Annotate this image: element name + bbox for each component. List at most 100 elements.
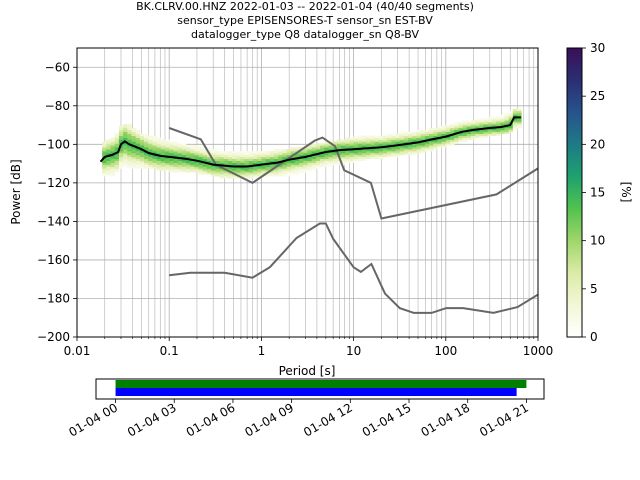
psd-cell [282,149,287,152]
psd-cell [332,151,338,154]
psd-cell [437,133,443,136]
psd-cell [169,141,174,144]
psd-cell [433,141,438,144]
psd-cell [190,166,195,169]
psd-cell [118,139,124,142]
psd-cell [491,133,497,136]
psd-cell [123,164,128,167]
psd-cell [244,176,250,179]
psd-cell [454,124,459,127]
psd-cell [194,166,199,169]
psd-cell [152,156,158,160]
psd-cell [412,151,417,154]
psd-cell [370,141,375,144]
colorbar-ticks: 0 5 10 15 20 25 30 [582,41,605,344]
psd-cell [387,154,392,158]
psd-cell [370,156,375,160]
psd-cell [500,118,505,121]
psd-cell [466,131,472,135]
psd-cell [202,172,208,175]
psd-cell [378,139,384,142]
psd-cell [215,151,220,154]
psd-cell [349,139,354,142]
psd-cell [449,124,455,127]
psd-cell [395,145,401,148]
psd-cell [487,124,493,127]
psd-cell [215,168,220,171]
psd-cell [211,172,216,175]
colorbar-tick-label: 0 [590,330,598,344]
psd-cell [185,154,191,158]
psd-cell [366,156,371,160]
psd-cell [194,160,199,163]
psd-cell [420,133,426,136]
psd-cell [361,145,367,148]
psd-cell [223,154,229,158]
psd-cell [328,160,334,163]
psd-cell [177,153,183,156]
psd-cell [320,158,325,162]
psd-cell [441,143,447,146]
psd-cell [240,151,246,154]
psd-cell [290,156,296,160]
psd-cell [487,118,493,121]
psd-cell [148,154,153,158]
psd-cell [349,151,354,154]
psd-cell [320,154,325,158]
y-tick-label: −80 [45,99,70,113]
psd-cell [232,170,237,173]
psd-cell [169,149,174,152]
psd-cell [441,133,447,136]
psd-cell [345,153,350,156]
psd-cell [307,164,313,167]
psd-cell [512,126,518,129]
psd-cell [307,156,313,160]
psd-cell [315,162,321,165]
psd-cell [165,147,170,150]
psd-cell [131,156,137,160]
psd-cell [282,156,287,160]
psd-cell [118,141,124,144]
psd-cell [504,116,510,119]
psd-cell [173,143,178,146]
psd-cell [370,153,375,156]
psd-cell [135,149,141,152]
psd-cell [211,166,216,169]
psd-cell [219,170,225,173]
psd-cell [395,141,401,144]
psd-cell [341,143,346,146]
psd-cell [127,127,132,131]
psd-cell [131,153,137,156]
psd-cell [139,145,145,148]
psd-cell [382,151,388,154]
psd-cell [127,145,132,148]
psd-cell [261,156,266,160]
psd-cell [483,118,489,121]
psd-cell [127,164,132,167]
psd-cell [483,120,489,123]
psd-cell [374,141,380,144]
psd-cell [232,166,237,169]
psd-cell [244,153,250,156]
psd-cell [429,131,434,135]
psd-cell [131,137,137,140]
psd-cell [173,147,178,150]
psd-cell [341,151,346,154]
psd-cell [315,147,321,150]
psd-cell [361,137,367,140]
psd-cell [496,116,501,119]
psd-cell [236,160,241,163]
psd-cell [512,122,518,125]
psd-cell [202,162,208,165]
timeline-x-axis: 01-04 00 01-04 03 01-04 06 01-04 09 01-04 12… [66,399,531,440]
psd-cell [148,166,153,169]
psd-cell [336,162,342,165]
psd-cell [123,149,128,152]
psd-cell [361,154,367,158]
psd-cell [441,145,447,148]
psd-cell [282,170,287,173]
psd-cell [127,126,132,129]
psd-cell [118,160,124,163]
psd-cell [445,129,451,133]
psd-cell [118,127,124,131]
